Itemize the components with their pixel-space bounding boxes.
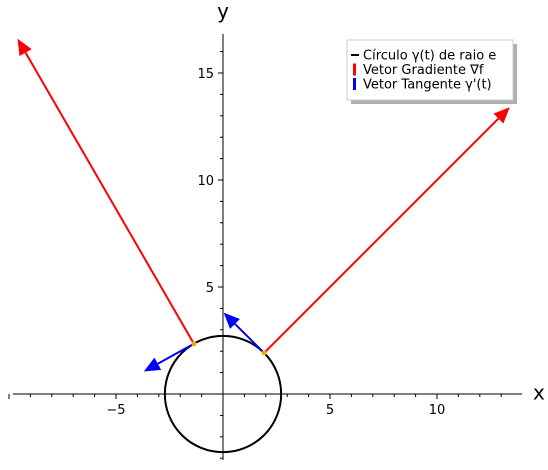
legend-label: Vetor Tangente γ'(t): [363, 78, 492, 93]
legend-label: Círculo γ(t) de raio e: [363, 49, 496, 64]
tangent-vector: [234, 323, 265, 354]
gradient-arrowhead: [17, 38, 32, 57]
x-axis-label: x: [533, 381, 545, 405]
axes: −5 5 10 5 10 15 x y: [8, 0, 545, 460]
point-marker: [261, 350, 267, 356]
gradient-arrowhead: [493, 107, 510, 124]
y-tick-label: 15: [197, 67, 214, 82]
gradient-vector: [263, 117, 500, 354]
x-tick-label: 10: [429, 403, 446, 418]
y-tick-label: 10: [197, 174, 214, 189]
x-tick-label: −5: [106, 403, 125, 418]
legend-label: Vetor Gradiente ∇f: [363, 63, 484, 78]
legend-swatch: [353, 63, 356, 76]
plot-area: [17, 38, 510, 454]
circle-gamma: [163, 334, 283, 454]
y-tick-label: 5: [206, 281, 214, 296]
point-marker: [191, 341, 197, 347]
legend-box: [346, 39, 514, 101]
gradient-vector: [24, 52, 195, 345]
tangent-arrowhead: [143, 357, 162, 372]
tangent-vector: [157, 342, 195, 365]
tangent-arrowhead: [223, 312, 240, 329]
x-tick-label: 5: [326, 403, 334, 418]
legend-swatch: [353, 78, 356, 90]
y-axis-label: y: [217, 0, 229, 23]
